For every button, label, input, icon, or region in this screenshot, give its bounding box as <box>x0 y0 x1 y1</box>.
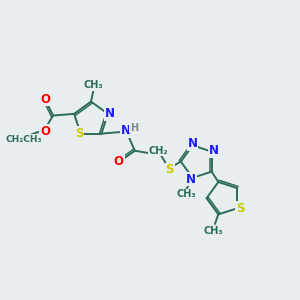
Text: O: O <box>40 125 50 138</box>
Text: S: S <box>75 127 83 140</box>
Text: CH₂CH₃: CH₂CH₃ <box>5 135 42 144</box>
Text: N: N <box>105 107 115 120</box>
Text: H: H <box>130 123 138 133</box>
Text: S: S <box>165 163 174 176</box>
Text: CH₂: CH₂ <box>149 146 169 156</box>
Text: O: O <box>40 93 50 106</box>
Text: N: N <box>208 144 218 158</box>
Text: N: N <box>121 124 130 137</box>
Text: N: N <box>186 173 196 186</box>
Text: CH₃: CH₃ <box>203 226 223 236</box>
Text: O: O <box>114 155 124 168</box>
Text: S: S <box>236 202 244 215</box>
Text: CH₃: CH₃ <box>177 189 196 199</box>
Text: N: N <box>188 137 198 150</box>
Text: CH₃: CH₃ <box>84 80 104 90</box>
